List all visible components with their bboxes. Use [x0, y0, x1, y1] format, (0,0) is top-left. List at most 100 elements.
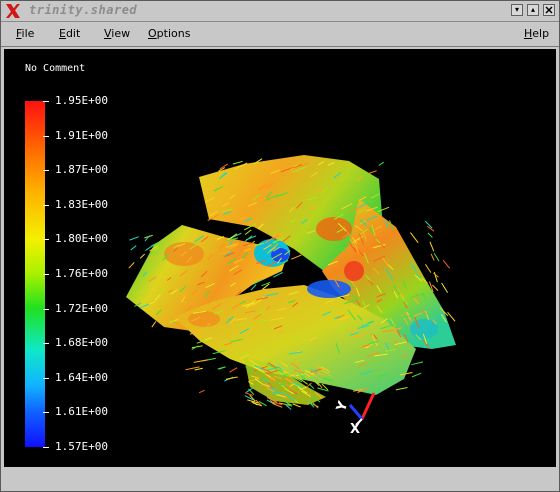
vector-arrow: [253, 279, 263, 284]
vector-arrow: [368, 279, 374, 286]
vector-arrow: [250, 375, 260, 379]
vector-arrow: [402, 280, 407, 289]
vector-arrow: [233, 269, 243, 276]
vector-arrow: [273, 375, 282, 380]
vector-arrow: [204, 290, 210, 298]
vector-arrow: [327, 162, 335, 166]
vector-arrow: [240, 300, 246, 305]
vector-arrow: [249, 394, 256, 402]
menu-edit-rest: dit: [65, 27, 81, 40]
vector-arrow: [261, 383, 271, 387]
vector-arrow: [432, 319, 437, 325]
menu-options[interactable]: Options: [148, 27, 190, 40]
vector-arrow: [219, 243, 225, 250]
vector-arrow: [159, 289, 165, 294]
vector-arrow: [207, 253, 213, 261]
vector-arrow: [396, 287, 405, 298]
vector-arrow: [433, 252, 440, 262]
vector-arrow: [179, 285, 186, 293]
render-viewport[interactable]: No Comment 1.95E+00 1.91E+00 1.87E+00 1.83E…: [4, 49, 556, 467]
vector-arrow: [244, 248, 251, 252]
vector-arrow: [304, 370, 315, 376]
vector-arrow: [180, 296, 186, 303]
vector-arrow: [252, 313, 262, 320]
vector-arrow: [395, 387, 408, 391]
minimize-button[interactable]: ▾: [511, 4, 523, 16]
vector-arrow: [301, 390, 311, 397]
vector-arrow: [412, 297, 420, 305]
vector-arrow: [316, 372, 327, 377]
vector-arrow: [441, 282, 449, 293]
vector-arrow: [273, 325, 283, 330]
menu-view[interactable]: View: [104, 27, 130, 40]
vector-arrow: [376, 298, 383, 303]
vector-arrow: [186, 256, 193, 263]
close-button[interactable]: [543, 4, 555, 16]
x-window-system-icon[interactable]: [5, 3, 21, 19]
vector-arrow: [365, 274, 372, 282]
vector-arrow: [424, 220, 433, 229]
vector-arrow: [415, 273, 421, 279]
vector-arrow: [368, 226, 374, 235]
vector-arrow: [220, 172, 226, 179]
vector-arrow: [267, 376, 276, 383]
menu-file-mnemonic: F: [16, 27, 22, 40]
vector-arrow: [298, 166, 308, 170]
vector-arrow: [343, 226, 352, 238]
vector-arrow: [239, 328, 250, 334]
vector-arrow: [216, 236, 225, 240]
vector-arrow: [350, 244, 357, 251]
vector-arrow: [283, 400, 293, 406]
vector-arrow: [292, 336, 299, 340]
vector-arrow: [258, 307, 266, 315]
vector-arrow: [288, 291, 299, 295]
vector-arrow: [253, 365, 264, 371]
title-bar[interactable]: trinity.shared ▾ ▴: [1, 1, 559, 22]
vector-arrow: [371, 224, 376, 236]
vector-arrow: [285, 383, 295, 390]
legend-tick: [43, 101, 49, 102]
vector-arrow: [374, 225, 383, 230]
vector-arrow: [389, 220, 394, 231]
vector-arrow: [280, 166, 294, 173]
vector-arrow: [223, 342, 232, 346]
menu-file[interactable]: File: [16, 27, 34, 40]
menu-help[interactable]: Help: [524, 27, 549, 40]
vector-arrow: [232, 160, 243, 165]
vector-arrow: [180, 251, 187, 257]
vector-arrow: [144, 235, 151, 242]
maximize-button[interactable]: ▴: [527, 4, 539, 16]
vector-arrow: [385, 268, 394, 281]
vector-arrow: [350, 328, 356, 338]
vector-arrow: [367, 320, 375, 324]
vector-arrow: [151, 321, 157, 328]
vector-arrow: [442, 259, 450, 269]
vector-arrow: [265, 191, 273, 199]
vector-arrow: [168, 320, 176, 325]
vector-arrow: [393, 285, 401, 295]
vector-arrow: [192, 310, 206, 314]
menu-edit[interactable]: Edit: [59, 27, 80, 40]
vector-arrow: [399, 294, 408, 305]
vector-arrow: [242, 252, 249, 259]
vector-arrow: [139, 303, 150, 309]
vector-arrow: [294, 360, 301, 366]
vector-arrow: [244, 395, 254, 401]
vector-arrow: [413, 312, 423, 317]
vector-arrow: [376, 305, 383, 314]
vector-arrow: [415, 334, 422, 341]
vector-arrow: [191, 289, 198, 295]
vector-arrow: [410, 232, 419, 244]
vector-arrow: [376, 284, 382, 294]
vector-arrow: [349, 239, 355, 247]
legend-label: 1.61E+00: [55, 405, 108, 419]
vector-arrow: [255, 399, 262, 406]
legend-tick: [43, 412, 49, 414]
vector-arrow: [224, 252, 235, 258]
vector-arrow: [222, 211, 232, 215]
vector-arrow: [189, 243, 198, 250]
vector-arrow: [381, 329, 395, 333]
vector-arrow: [317, 387, 329, 392]
vector-arrow: [385, 348, 396, 352]
vector-field-plot[interactable]: Y X: [4, 49, 556, 467]
